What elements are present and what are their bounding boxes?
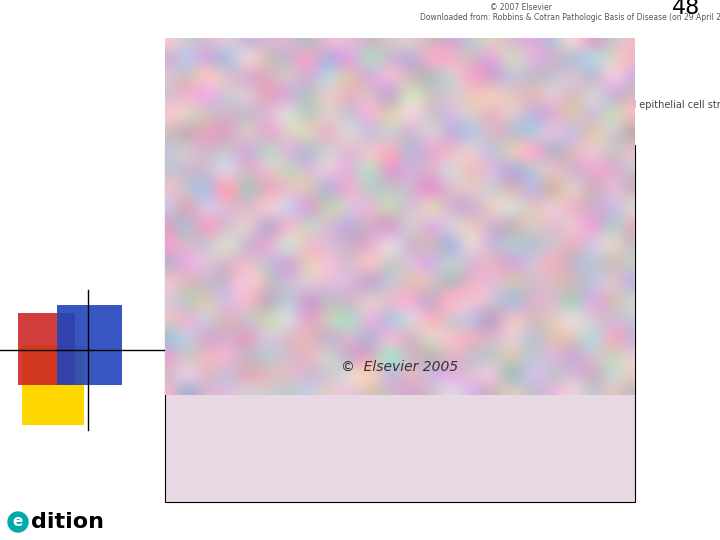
Bar: [22, 345, 84, 425]
Text: e: e: [13, 515, 23, 530]
Text: 48: 48: [672, 0, 700, 18]
Text: Downloaded from: Robbins & Cotran Pathologic Basis of Disease (on 29 April 2008 : Downloaded from: Robbins & Cotran Pathol…: [420, 13, 720, 22]
Text: ©  Elsevier 2005: © Elsevier 2005: [341, 360, 459, 374]
Bar: [18, 313, 75, 385]
Bar: [165, 145, 635, 502]
Text: dition: dition: [31, 512, 104, 532]
Text: © 2007 Elsevier: © 2007 Elsevier: [490, 3, 552, 12]
Text: Figure 22-41  Borderline serous  cystadenoma exhibiting increased architectural : Figure 22-41 Borderline serous cystadeno…: [165, 100, 720, 110]
Circle shape: [8, 512, 28, 532]
Bar: [57, 305, 122, 385]
